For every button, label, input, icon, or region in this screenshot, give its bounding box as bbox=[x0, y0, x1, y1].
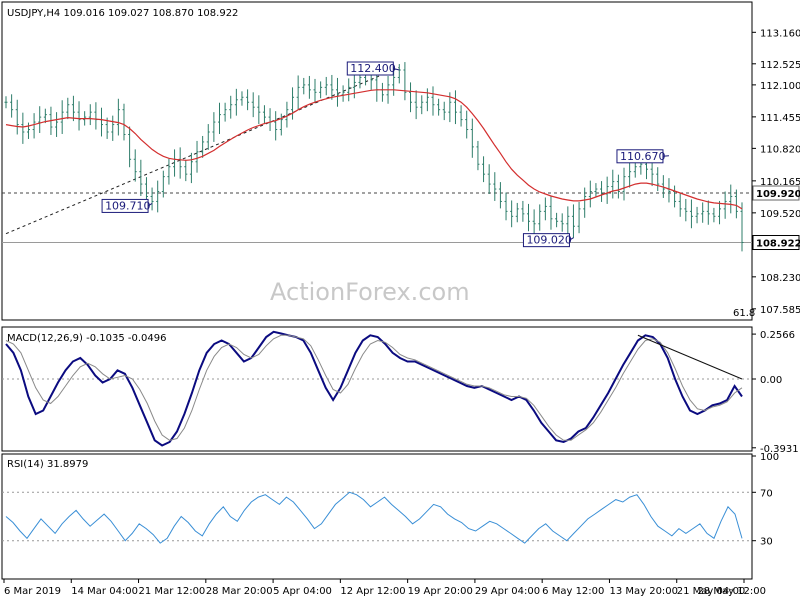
time-tick-label: 12 Apr 12:00 bbox=[340, 586, 405, 597]
time-tick-label: 28 May 12:00 bbox=[697, 586, 766, 597]
macd-line bbox=[5, 330, 743, 447]
price-tick-label: 109.520 bbox=[760, 209, 800, 220]
price-callout-pointer bbox=[662, 155, 670, 157]
main-price-pane[interactable]: USDJPY,H4 109.016 109.027 108.870 108.92… bbox=[1, 1, 800, 321]
dashed-trendline bbox=[5, 67, 400, 235]
price-callout-pointer bbox=[569, 237, 574, 241]
price-tag-box bbox=[752, 235, 800, 251]
macd-lines bbox=[5, 330, 743, 447]
price-tags: 109.920 108.922 bbox=[752, 185, 800, 251]
time-tick-label: 21 Mar 12:00 bbox=[139, 586, 206, 597]
watermark-text: ActionForex.com bbox=[270, 278, 470, 306]
rsi-tick-label: 100 bbox=[760, 452, 779, 463]
price-callout-box bbox=[101, 198, 149, 213]
price-tick-label: 107.585 bbox=[760, 305, 800, 316]
rsi-axis: 100 70 30 bbox=[2, 452, 779, 548]
time-tick-label: 14 Mar 04:00 bbox=[71, 586, 138, 597]
price-callout-label: 112.400 bbox=[350, 62, 396, 75]
rsi-pane[interactable]: RSI(14) 31.8979 100 70 30 bbox=[1, 452, 779, 580]
rsi-tick-label: 30 bbox=[760, 537, 773, 548]
macd-tick-label: -0.3931 bbox=[760, 444, 799, 455]
price-callouts: 112.400 109.710 110.670 109.020 bbox=[101, 61, 670, 248]
price-callout-label: 109.020 bbox=[526, 234, 572, 247]
price-tick-label: 112.525 bbox=[760, 60, 800, 71]
main-pane-title: USDJPY,H4 109.016 109.027 108.870 108.92… bbox=[7, 8, 238, 19]
price-callout-pointer bbox=[147, 202, 153, 207]
price-tick-label: 111.455 bbox=[760, 113, 800, 124]
fib-level-label: 61.8 bbox=[733, 308, 755, 319]
time-axis: 6 Mar 2019 14 Mar 04:00 21 Mar 12:00 28 Mar… bbox=[3, 579, 766, 597]
price-tick-label: 108.230 bbox=[760, 273, 800, 284]
macd-pane[interactable]: MACD(12,26,9) -0.1035 -0.0496 0.2566 0.00… bbox=[1, 326, 799, 455]
price-callout-pointer bbox=[393, 68, 400, 71]
macd-tick-label: 0.00 bbox=[760, 375, 782, 386]
price-levels bbox=[2, 192, 752, 244]
time-tick-label: 13 May 20:00 bbox=[609, 586, 678, 597]
price-tick-label: 112.100 bbox=[760, 81, 800, 92]
price-tag-label: 108.922 bbox=[756, 239, 800, 250]
price-tag-label: 109.920 bbox=[756, 189, 800, 200]
price-tick-label: 110.165 bbox=[760, 177, 800, 188]
time-tick-label: 28 Mar 20:00 bbox=[206, 586, 273, 597]
rsi-lines bbox=[5, 491, 743, 544]
moving-average-path bbox=[5, 89, 743, 210]
time-tick-label: 19 Apr 20:00 bbox=[408, 586, 473, 597]
rsi-pane-title: RSI(14) 31.8979 bbox=[7, 459, 88, 470]
price-trendline bbox=[5, 67, 400, 235]
price-tag-box bbox=[752, 185, 800, 201]
time-tick-label: 6 May 12:00 bbox=[542, 586, 604, 597]
moving-average-line bbox=[5, 89, 743, 210]
price-candles bbox=[4, 62, 744, 252]
time-tick-label: 21 May 04:00 bbox=[677, 586, 746, 597]
time-tick-label: 29 Apr 04:00 bbox=[475, 586, 540, 597]
price-axis: 113.160 112.525 112.100 111.455 110.820 110.1… bbox=[752, 28, 800, 316]
price-callout-label: 109.710 bbox=[105, 199, 150, 212]
time-tick-label: 6 Mar 2019 bbox=[4, 586, 61, 597]
rsi-tick-label: 70 bbox=[760, 488, 773, 499]
price-tick-label: 113.160 bbox=[760, 28, 800, 39]
rsi-line bbox=[5, 491, 743, 544]
macd-pane-title: MACD(12,26,9) -0.1035 -0.0496 bbox=[7, 333, 167, 344]
macd-tick-label: 0.2566 bbox=[760, 330, 795, 341]
macd-trendline bbox=[637, 334, 743, 380]
price-tick-label: 110.820 bbox=[760, 144, 800, 155]
signal-line bbox=[5, 334, 743, 441]
time-tick-label: 5 Apr 04:00 bbox=[273, 586, 332, 597]
price-callout-label: 110.670 bbox=[620, 150, 666, 163]
